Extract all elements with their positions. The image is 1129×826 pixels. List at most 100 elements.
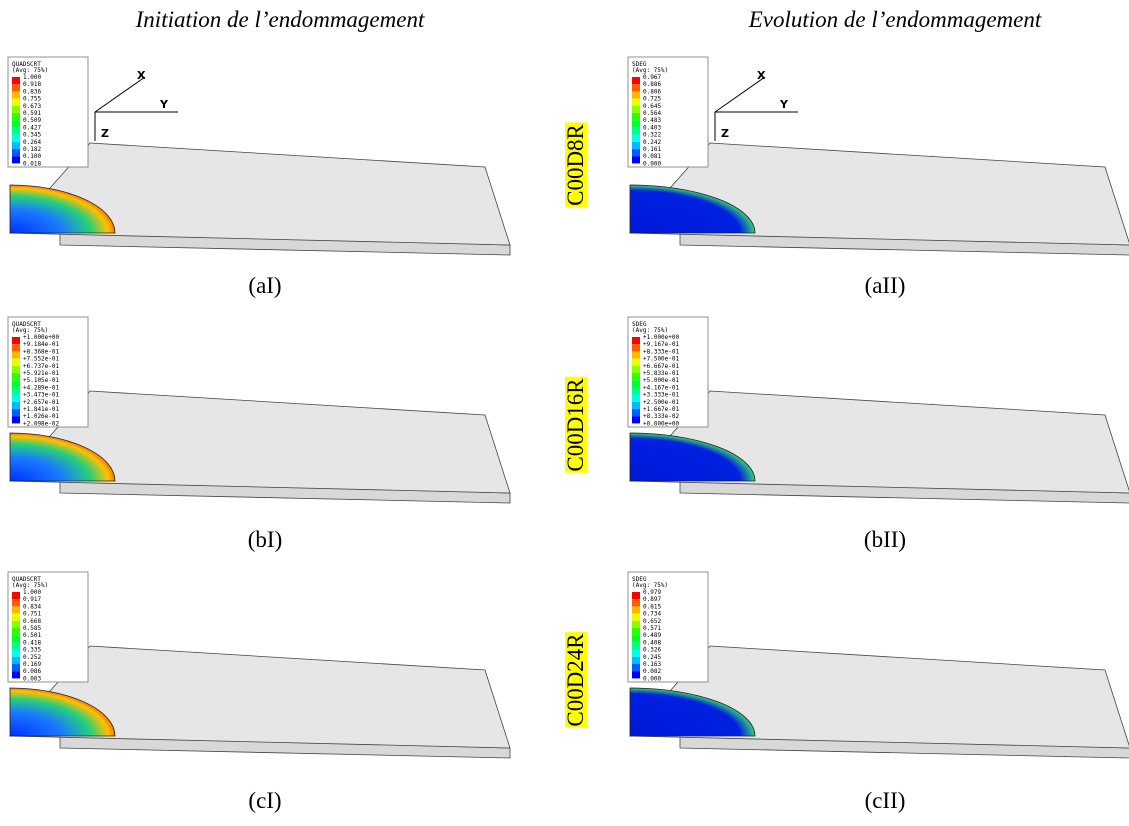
legend-value: +2.098e-02 (23, 420, 60, 427)
legend-swatch (632, 642, 640, 649)
axis-label: Z (721, 127, 729, 140)
legend-value: +1.841e-01 (23, 406, 60, 413)
legend-value: 0.322 (643, 132, 661, 139)
legend-swatch (632, 337, 640, 344)
legend-value: 0.489 (643, 632, 661, 639)
legend-swatch (12, 621, 20, 628)
legend-swatch (12, 416, 20, 423)
legend-value: +8.333e-02 (643, 413, 680, 420)
legend-swatch (12, 628, 20, 635)
axis-x (715, 77, 765, 112)
legend-swatch (12, 84, 20, 91)
legend-swatch (632, 416, 640, 423)
legend-value: 0.000 (643, 675, 661, 682)
legend-value: 0.917 (23, 596, 41, 603)
legend-value: +1.000e+00 (643, 334, 680, 341)
row-label: C00D8R (563, 122, 588, 206)
legend-value: +7.552e-01 (23, 356, 60, 363)
legend-subtitle: (Avg: 75%) (12, 327, 48, 334)
legend-swatch (632, 351, 640, 358)
legend-swatch (632, 156, 640, 163)
legend-value: 0.081 (643, 153, 661, 160)
legend-value: 0.501 (23, 632, 41, 639)
legend-swatch (12, 91, 20, 98)
legend-subtitle: (Avg: 75%) (632, 327, 668, 334)
legend-swatch (632, 127, 640, 134)
legend-value: 0.345 (23, 132, 41, 139)
legend-swatch (12, 657, 20, 664)
panel-caption: (bI) (248, 527, 282, 552)
legend-swatch (12, 380, 20, 387)
legend-value: 0.834 (23, 603, 41, 610)
panel: QUADSCRT(Avg: 75%)1.0000.9170.8340.7510.… (8, 572, 510, 758)
legend-value: 0.252 (23, 654, 41, 661)
column-header: Evolution de l’endommagement (748, 7, 1042, 32)
legend-swatch (12, 635, 20, 642)
legend-swatch (12, 77, 20, 84)
legend-value: 0.418 (23, 639, 41, 646)
legend-swatch (12, 113, 20, 120)
row-label-text: C00D16R (563, 378, 588, 472)
legend-swatch (12, 351, 20, 358)
legend-value: 0.645 (643, 103, 661, 110)
legend-swatch (632, 402, 640, 409)
legend-swatch (632, 657, 640, 664)
legend-value: +6.667e-01 (643, 363, 680, 370)
legend-value: 0.326 (643, 647, 661, 654)
legend-value: 0.668 (23, 618, 41, 625)
legend-value: +0.000e+00 (643, 420, 680, 427)
legend-swatch (632, 592, 640, 599)
legend-value: +4.289e-01 (23, 384, 60, 391)
axis-label: X (137, 69, 146, 82)
legend-value: 0.585 (23, 625, 41, 632)
legend-swatch (12, 409, 20, 416)
row-label-text: C00D8R (563, 123, 588, 205)
legend-value: 0.169 (23, 661, 41, 668)
legend-value: 0.086 (23, 668, 41, 675)
axis-label: X (757, 69, 766, 82)
legend-value: 0.918 (23, 81, 41, 88)
legend-value: +8.368e-01 (23, 348, 60, 355)
legend-swatch (632, 113, 640, 120)
legend-swatch (12, 149, 20, 156)
legend-value: 0.245 (643, 654, 661, 661)
legend-swatch (632, 91, 640, 98)
legend-value: 0.967 (643, 74, 661, 81)
legend-swatch (632, 344, 640, 351)
legend-value: +6.737e-01 (23, 363, 60, 370)
legend-value: +1.000e+00 (23, 334, 60, 341)
legend-value: +2.657e-01 (23, 399, 60, 406)
column-header: Initiation de l’endommagement (135, 7, 425, 32)
legend-subtitle: (Avg: 75%) (12, 582, 48, 589)
panel-caption: (aI) (248, 273, 281, 298)
legend-swatch (632, 373, 640, 380)
legend-value: 0.591 (23, 110, 41, 117)
legend-value: +4.167e-01 (643, 384, 680, 391)
legend-swatch (12, 664, 20, 671)
legend-value: 0.673 (23, 103, 41, 110)
legend-swatch (12, 366, 20, 373)
legend-swatch (632, 142, 640, 149)
legend-swatch (12, 387, 20, 394)
legend-swatch (632, 395, 640, 402)
legend-value: +3.473e-01 (23, 392, 60, 399)
legend-swatch (632, 359, 640, 366)
legend-value: +2.500e-01 (643, 399, 680, 406)
legend-value: 0.979 (643, 589, 661, 596)
legend-value: 0.018 (23, 160, 41, 167)
legend-value: 0.427 (23, 124, 41, 131)
legend-swatch (12, 344, 20, 351)
legend-swatch (632, 135, 640, 142)
legend-value: 0.242 (643, 139, 661, 146)
legend-swatch (12, 395, 20, 402)
legend-value: 0.082 (643, 668, 661, 675)
legend-value: 0.163 (643, 661, 661, 668)
legend-swatch (12, 156, 20, 163)
legend-swatch (12, 606, 20, 613)
legend-swatch (632, 84, 640, 91)
legend-value: 0.403 (643, 124, 661, 131)
legend-value: +5.921e-01 (23, 370, 60, 377)
legend-swatch (632, 628, 640, 635)
legend-value: 1.000 (23, 74, 41, 81)
legend-value: 0.000 (643, 160, 661, 167)
